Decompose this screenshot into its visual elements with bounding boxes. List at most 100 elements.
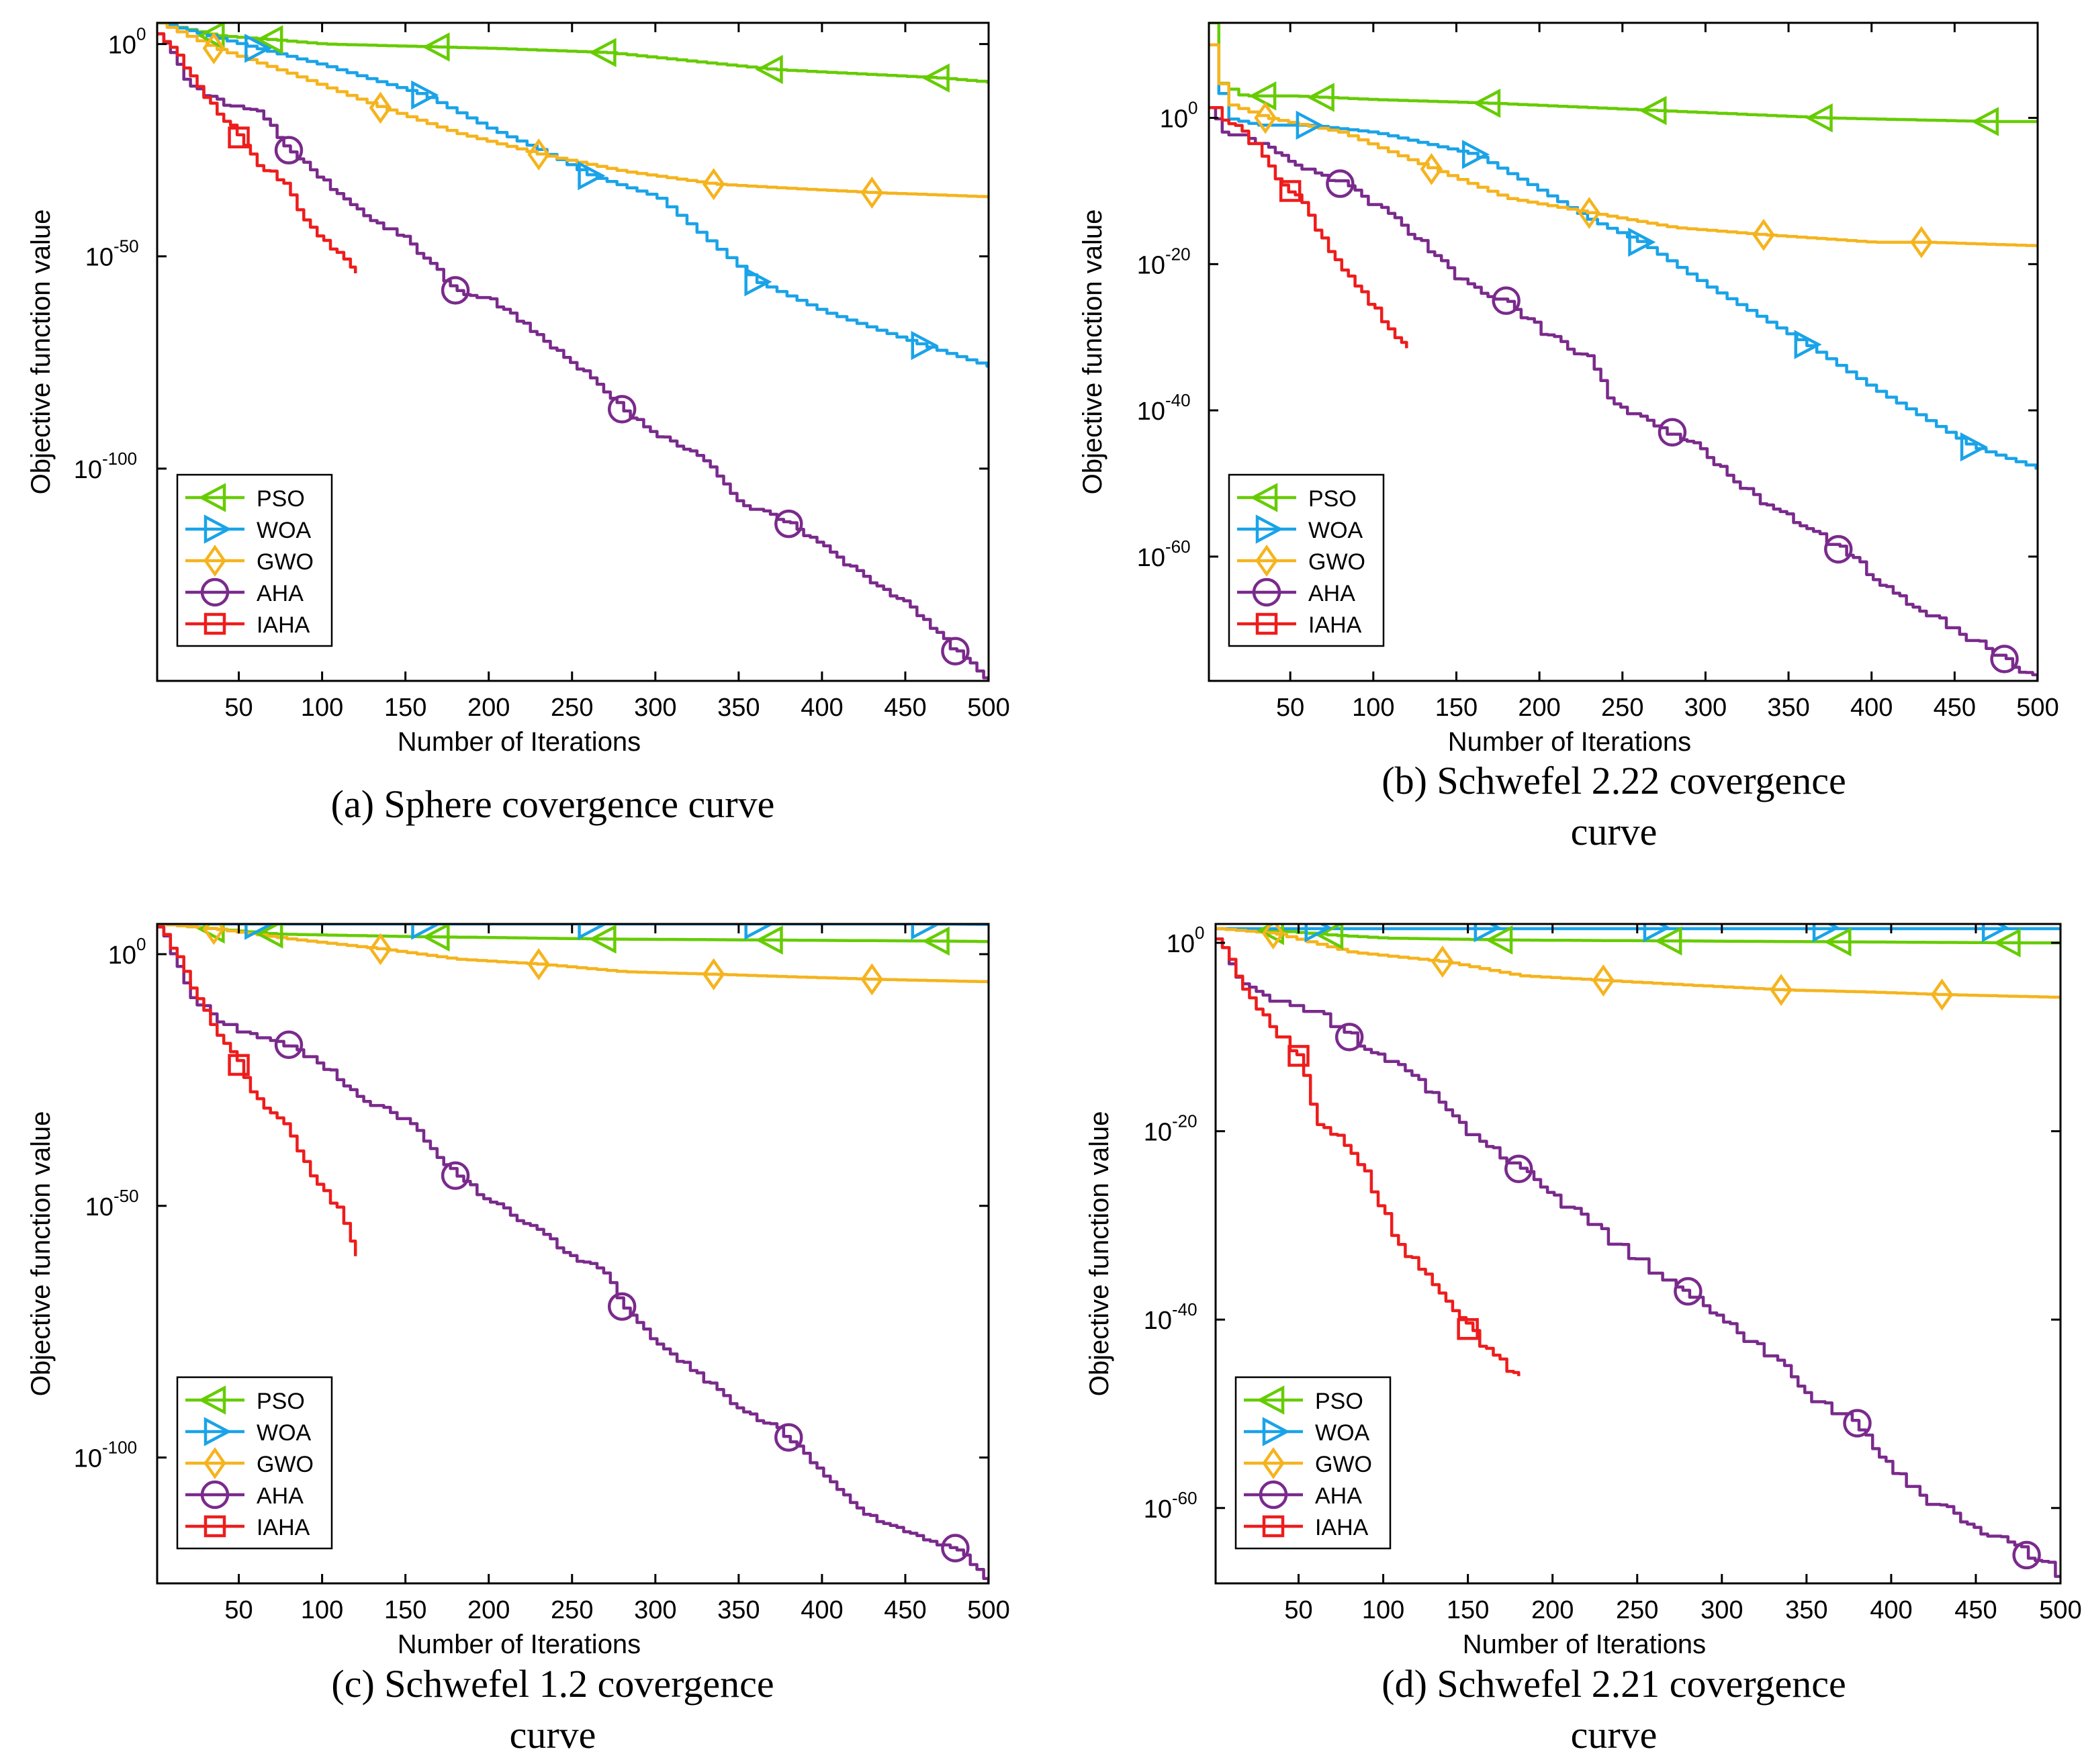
marker-iaha [228,1054,250,1076]
y-tick-label: 10 [1160,105,1188,134]
y-axis-label: Objective function value [1085,1111,1114,1397]
legend-marker [203,1515,226,1538]
y-tick-exponent: -60 [1172,1488,1197,1508]
legend-marker [200,577,230,607]
series-line-woa [157,23,989,368]
x-tick-label: 500 [967,1596,1009,1624]
marker-aha [607,1292,637,1321]
legend-label: WOA [1315,1420,1370,1446]
x-tick-label: 450 [1934,694,1976,722]
marker-woa [744,924,772,940]
x-tick-label: 300 [634,1596,676,1624]
legend-label: PSO [1315,1389,1363,1414]
legend-label: WOA [257,518,312,543]
legend-item-gwo: GWO [1237,545,1365,577]
x-tick-label: 500 [2016,694,2058,722]
x-tick-label: 150 [384,694,426,722]
series-line-iaha [1216,937,1521,1377]
marker-woa [1812,924,1840,943]
legend-label: AHA [257,1483,304,1509]
legend-marker [203,612,226,635]
y-tick-label: 10 [85,244,114,272]
x-tick-label: 400 [1870,1596,1912,1624]
legend-marker [1252,577,1281,607]
x-tick-label: 150 [384,1596,426,1624]
series-group [157,924,989,1583]
x-tick-label: 150 [1447,1596,1489,1624]
marker-aha [1326,169,1355,198]
series-line-pso [157,23,989,84]
marker-gwo [1770,974,1793,1007]
marker-pso [1639,95,1667,126]
marker-aha [441,1161,470,1191]
legend-marker [198,1385,226,1415]
marker-aha [941,1534,970,1563]
marker-gwo [1420,152,1443,185]
legend-item-woa: WOA [1237,514,1363,544]
y-tick-label: 10 [1144,1119,1172,1147]
marker-pso [1993,928,2021,958]
marker-aha [1674,1276,1703,1306]
x-tick-label: 450 [1954,1596,1997,1624]
legend-label: AHA [257,581,304,606]
marker-pso [1473,89,1501,118]
y-tick-exponent: -100 [102,449,137,469]
series-line-pso [1209,23,2038,124]
marker-pso [422,924,450,952]
y-tick-exponent: -50 [114,1186,139,1206]
series-line-aha [1216,937,2060,1578]
marker-woa [578,160,606,191]
y-tick-exponent: -100 [102,1438,137,1458]
y-axis-label: Objective function value [1078,210,1107,495]
marker-gwo [527,948,550,980]
x-axis-label: Number of Iterations [1463,1630,1706,1659]
x-tick-label: 250 [551,1596,593,1624]
x-tick-label: 200 [467,694,510,722]
legend-label: WOA [257,1420,312,1446]
marker-gwo [1752,218,1775,251]
x-tick-label: 250 [1601,694,1643,722]
series-line-gwo [1209,43,2038,248]
panel-caption: (d) Schwefel 2.21 covergence [1381,1662,1846,1706]
legend-item-pso: PSO [185,1385,305,1415]
legend-marker [203,545,226,577]
marker-gwo [1431,945,1454,978]
marker-aha [1504,1154,1533,1183]
marker-gwo [369,91,392,124]
y-tick-exponent: 0 [1188,98,1197,118]
marker-woa [1296,110,1324,140]
marker-gwo [702,168,725,201]
legend: PSO WOA GWO AHA IAHA [176,473,333,647]
marker-aha [1334,1023,1364,1052]
y-tick-label: 10 [1144,1307,1172,1335]
legend-item-iaha: IAHA [1244,1515,1369,1540]
y-tick-label: 10 [1144,1495,1172,1524]
x-tick-label: 250 [551,694,593,722]
marker-gwo [527,138,550,171]
y-tick-label: 10 [108,941,136,970]
x-tick-label: 450 [884,694,926,722]
x-tick-label: 500 [2039,1596,2081,1624]
marker-aha [1492,286,1521,316]
series-group [1209,23,2038,681]
legend-marker [1259,1480,1288,1510]
legend-label: GWO [1308,549,1365,575]
x-tick-label: 50 [1276,694,1304,722]
legend-marker [1255,612,1278,635]
marker-aha [2012,1540,2041,1570]
y-tick-exponent: -50 [114,236,139,257]
marker-aha [274,1030,304,1060]
x-axis-label: Number of Iterations [398,727,641,757]
marker-pso [197,23,225,50]
legend-marker [203,1417,232,1446]
x-tick-label: 100 [1352,694,1394,722]
legend-marker [200,1480,230,1510]
series-group [157,23,989,681]
legend-item-aha: AHA [1237,577,1355,607]
y-tick-label: 10 [74,456,102,484]
series-line-iaha [1209,105,1408,349]
x-tick-label: 300 [634,694,676,722]
